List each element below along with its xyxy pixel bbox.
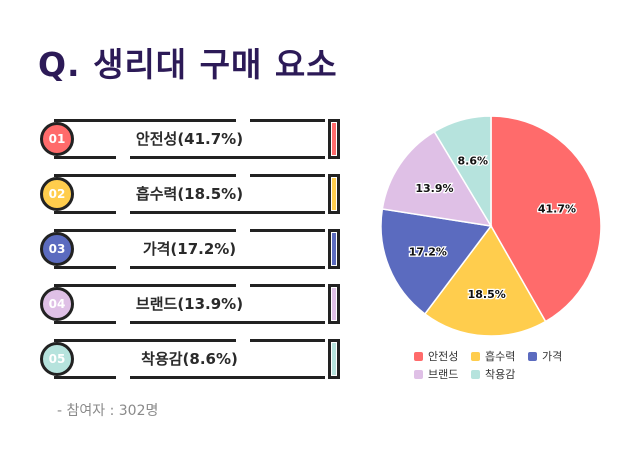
slice-brand [381, 130, 493, 227]
factor-color-cap [328, 119, 340, 159]
legend-label: 안전성 [428, 350, 459, 363]
page-title: Q. 생리대 구매 요소 [38, 45, 338, 84]
factor-number-badge: 04 [40, 287, 74, 321]
slice-data-label: 13.9% [415, 182, 453, 195]
factor-row-4: 브랜드(13.9%) 04 [40, 282, 340, 326]
legend-swatch [414, 370, 423, 379]
factor-color-cap [328, 229, 340, 269]
legend-swatch [471, 352, 480, 361]
factor-number-badge: 05 [40, 342, 74, 376]
pie-chart: 41.7% 18.5% 17.2% 13.9% 8.6% [380, 115, 602, 337]
factor-label: 착용감(8.6%) [141, 350, 238, 368]
legend-label: 착용감 [485, 368, 516, 381]
legend-label: 흡수력 [485, 350, 516, 363]
slice-data-label: 18.5% [468, 288, 506, 301]
slice-data-label: 41.7% [538, 203, 576, 216]
factor-color-cap [328, 339, 340, 379]
factor-row-3: 가격(17.2%) 03 [40, 227, 340, 271]
slice-comfort [433, 115, 492, 229]
slice-data-label: 17.2% [409, 246, 447, 259]
slice-safety [490, 115, 602, 323]
slice-price [380, 208, 493, 315]
legend-swatch [528, 352, 537, 361]
factor-number-badge: 03 [40, 232, 74, 266]
factor-bar-frame [54, 339, 325, 379]
slice-data-label: 8.6% [458, 154, 489, 167]
factor-bar-frame [54, 284, 325, 324]
slice-absorbency [423, 224, 547, 337]
factor-number-badge: 02 [40, 177, 74, 211]
legend-item-3: 가격 [528, 348, 562, 364]
factor-bar-frame [54, 229, 325, 269]
participants-note: - 참여자 : 302명 [57, 403, 159, 419]
legend-item-4: 브랜드 [414, 366, 458, 382]
legend-swatch [471, 370, 480, 379]
legend-item-1: 안전성 [414, 348, 458, 364]
factor-label: 브랜드(13.9%) [135, 295, 244, 313]
factor-bar-frame [54, 174, 325, 214]
legend-label: 가격 [542, 350, 563, 363]
factor-color-cap [328, 284, 340, 324]
factor-label: 가격(17.2%) [142, 240, 237, 258]
legend-item-2: 흡수력 [471, 348, 515, 364]
factor-label: 흡수력(18.5%) [135, 185, 244, 203]
factor-bar-frame [54, 119, 325, 159]
factor-number-badge: 01 [40, 122, 74, 156]
factor-row-2: 흡수력(18.5%) 02 [40, 172, 340, 216]
factor-color-cap [328, 174, 340, 214]
legend-label: 브랜드 [428, 368, 459, 381]
factor-row-1: 안전성(41.7%) 01 [40, 117, 340, 161]
factor-row-5: 착용감(8.6%) 05 [40, 337, 340, 381]
legend-item-5: 착용감 [471, 366, 515, 382]
legend-swatch [414, 352, 423, 361]
factor-label: 안전성(41.7%) [135, 130, 244, 148]
